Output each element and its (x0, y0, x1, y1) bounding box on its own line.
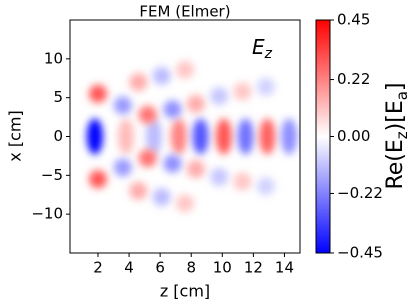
y-axis-label: x [cm] (6, 110, 25, 161)
y-tick-label: −5 (41, 166, 63, 184)
x-tick-label: 2 (93, 259, 103, 277)
field-lobe (259, 118, 276, 155)
x-tick-label: 10 (213, 259, 232, 277)
field-lobe (186, 160, 205, 179)
y-tick-label: −10 (31, 205, 63, 223)
colorbar-tick-label: −0.45 (337, 244, 383, 262)
annotation: Ez (252, 35, 273, 63)
field-lobe (152, 66, 171, 85)
field-lobe (281, 118, 298, 155)
field-lobe (163, 154, 182, 173)
field-lobe (192, 118, 209, 155)
colorbar-label-part: Re(E (383, 139, 408, 189)
field-lobe (152, 188, 171, 207)
field-lobe (129, 73, 148, 92)
field-lobe (88, 170, 107, 189)
field-lobe (210, 167, 229, 186)
field-lobe (210, 87, 229, 106)
field-lobe (138, 149, 157, 168)
field-lobe (113, 158, 132, 177)
colorbar-tick-label: 0.45 (337, 11, 370, 29)
x-tick-label: 6 (155, 259, 165, 277)
x-tick-label: 14 (275, 259, 294, 277)
x-tick-label: 12 (244, 259, 263, 277)
field-lobe (215, 118, 232, 155)
field-lobe (88, 84, 107, 103)
colorbar-label: Re(Ez)[Ea] (383, 82, 411, 189)
y-tick-label: 0 (53, 127, 63, 145)
field-lobe (237, 118, 254, 155)
x-tick-label: 8 (186, 259, 196, 277)
colorbar-label-sub: a (393, 91, 411, 100)
colorbar-tick-label: 0.22 (337, 70, 370, 88)
field-lobe (113, 96, 132, 115)
field-lobe (86, 118, 103, 155)
y-tick-label: 5 (53, 88, 63, 106)
field-lobe (138, 105, 157, 124)
field-lobe (233, 172, 252, 191)
field-lobe (256, 177, 275, 196)
field-lobe (145, 118, 162, 155)
colorbar-tick-label: 0.00 (337, 127, 370, 145)
annotation-base: E (252, 35, 265, 59)
colorbar-label-part: )[E (383, 100, 408, 131)
field-lobe (186, 94, 205, 113)
field-lobe (117, 118, 134, 155)
x-tick-label: 4 (124, 259, 134, 277)
colorbar-label-part: ] (383, 82, 408, 91)
colorbar (316, 20, 330, 253)
field-lobe (129, 181, 148, 200)
field-lobe (256, 77, 275, 96)
field-lobe (233, 82, 252, 101)
colorbar-tick-label: −0.22 (337, 184, 383, 202)
field-lobe (176, 60, 194, 79)
field-lobe (163, 100, 182, 119)
field (86, 60, 298, 213)
chart-title: FEM (Elmer) (139, 3, 230, 21)
colorbar-label-sub: z (393, 131, 411, 139)
field-lobe (170, 118, 187, 155)
y-tick-label: 10 (44, 49, 63, 67)
x-axis-label: z [cm] (160, 282, 210, 301)
field-lobe (176, 194, 194, 213)
annotation-sub: z (264, 46, 273, 62)
